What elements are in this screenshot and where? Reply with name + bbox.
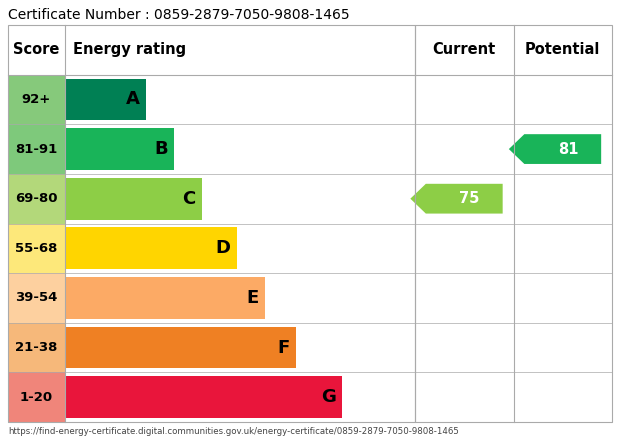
- Text: Current: Current: [433, 42, 496, 57]
- Bar: [8, 75, 65, 124]
- Bar: [415, 25, 612, 422]
- Bar: [8, 323, 65, 372]
- Bar: [8, 224, 65, 273]
- Bar: [65, 79, 146, 120]
- Bar: [8, 273, 65, 323]
- Text: Certificate Number : 0859-2879-7050-9808-1465: Certificate Number : 0859-2879-7050-9808…: [8, 8, 350, 22]
- Text: F: F: [278, 338, 290, 356]
- Text: 81: 81: [557, 142, 578, 157]
- Text: A: A: [126, 91, 140, 108]
- Bar: [65, 128, 174, 170]
- Bar: [65, 277, 265, 319]
- Text: 21-38: 21-38: [16, 341, 58, 354]
- Text: 1-20: 1-20: [20, 391, 53, 403]
- Bar: [65, 376, 342, 418]
- Bar: [65, 178, 202, 220]
- Bar: [8, 372, 65, 422]
- Text: Energy rating: Energy rating: [73, 42, 186, 57]
- Text: G: G: [321, 388, 335, 406]
- Text: 55-68: 55-68: [16, 242, 58, 255]
- Bar: [8, 25, 415, 422]
- Text: 92+: 92+: [22, 93, 51, 106]
- Bar: [8, 174, 65, 224]
- Text: D: D: [216, 239, 231, 257]
- Polygon shape: [509, 134, 601, 164]
- Bar: [65, 327, 296, 368]
- Text: https://find-energy-certificate.digital.communities.gov.uk/energy-certificate/08: https://find-energy-certificate.digital.…: [8, 427, 459, 436]
- Text: 39-54: 39-54: [16, 291, 58, 304]
- Text: Score: Score: [13, 42, 60, 57]
- Bar: [65, 227, 236, 269]
- Bar: [8, 124, 65, 174]
- Text: E: E: [246, 289, 259, 307]
- Text: Potential: Potential: [525, 42, 600, 57]
- Text: 75: 75: [459, 191, 480, 206]
- Text: C: C: [182, 190, 195, 208]
- Text: 81-91: 81-91: [16, 143, 58, 156]
- Polygon shape: [410, 184, 503, 213]
- Text: 69-80: 69-80: [16, 192, 58, 205]
- Text: B: B: [154, 140, 167, 158]
